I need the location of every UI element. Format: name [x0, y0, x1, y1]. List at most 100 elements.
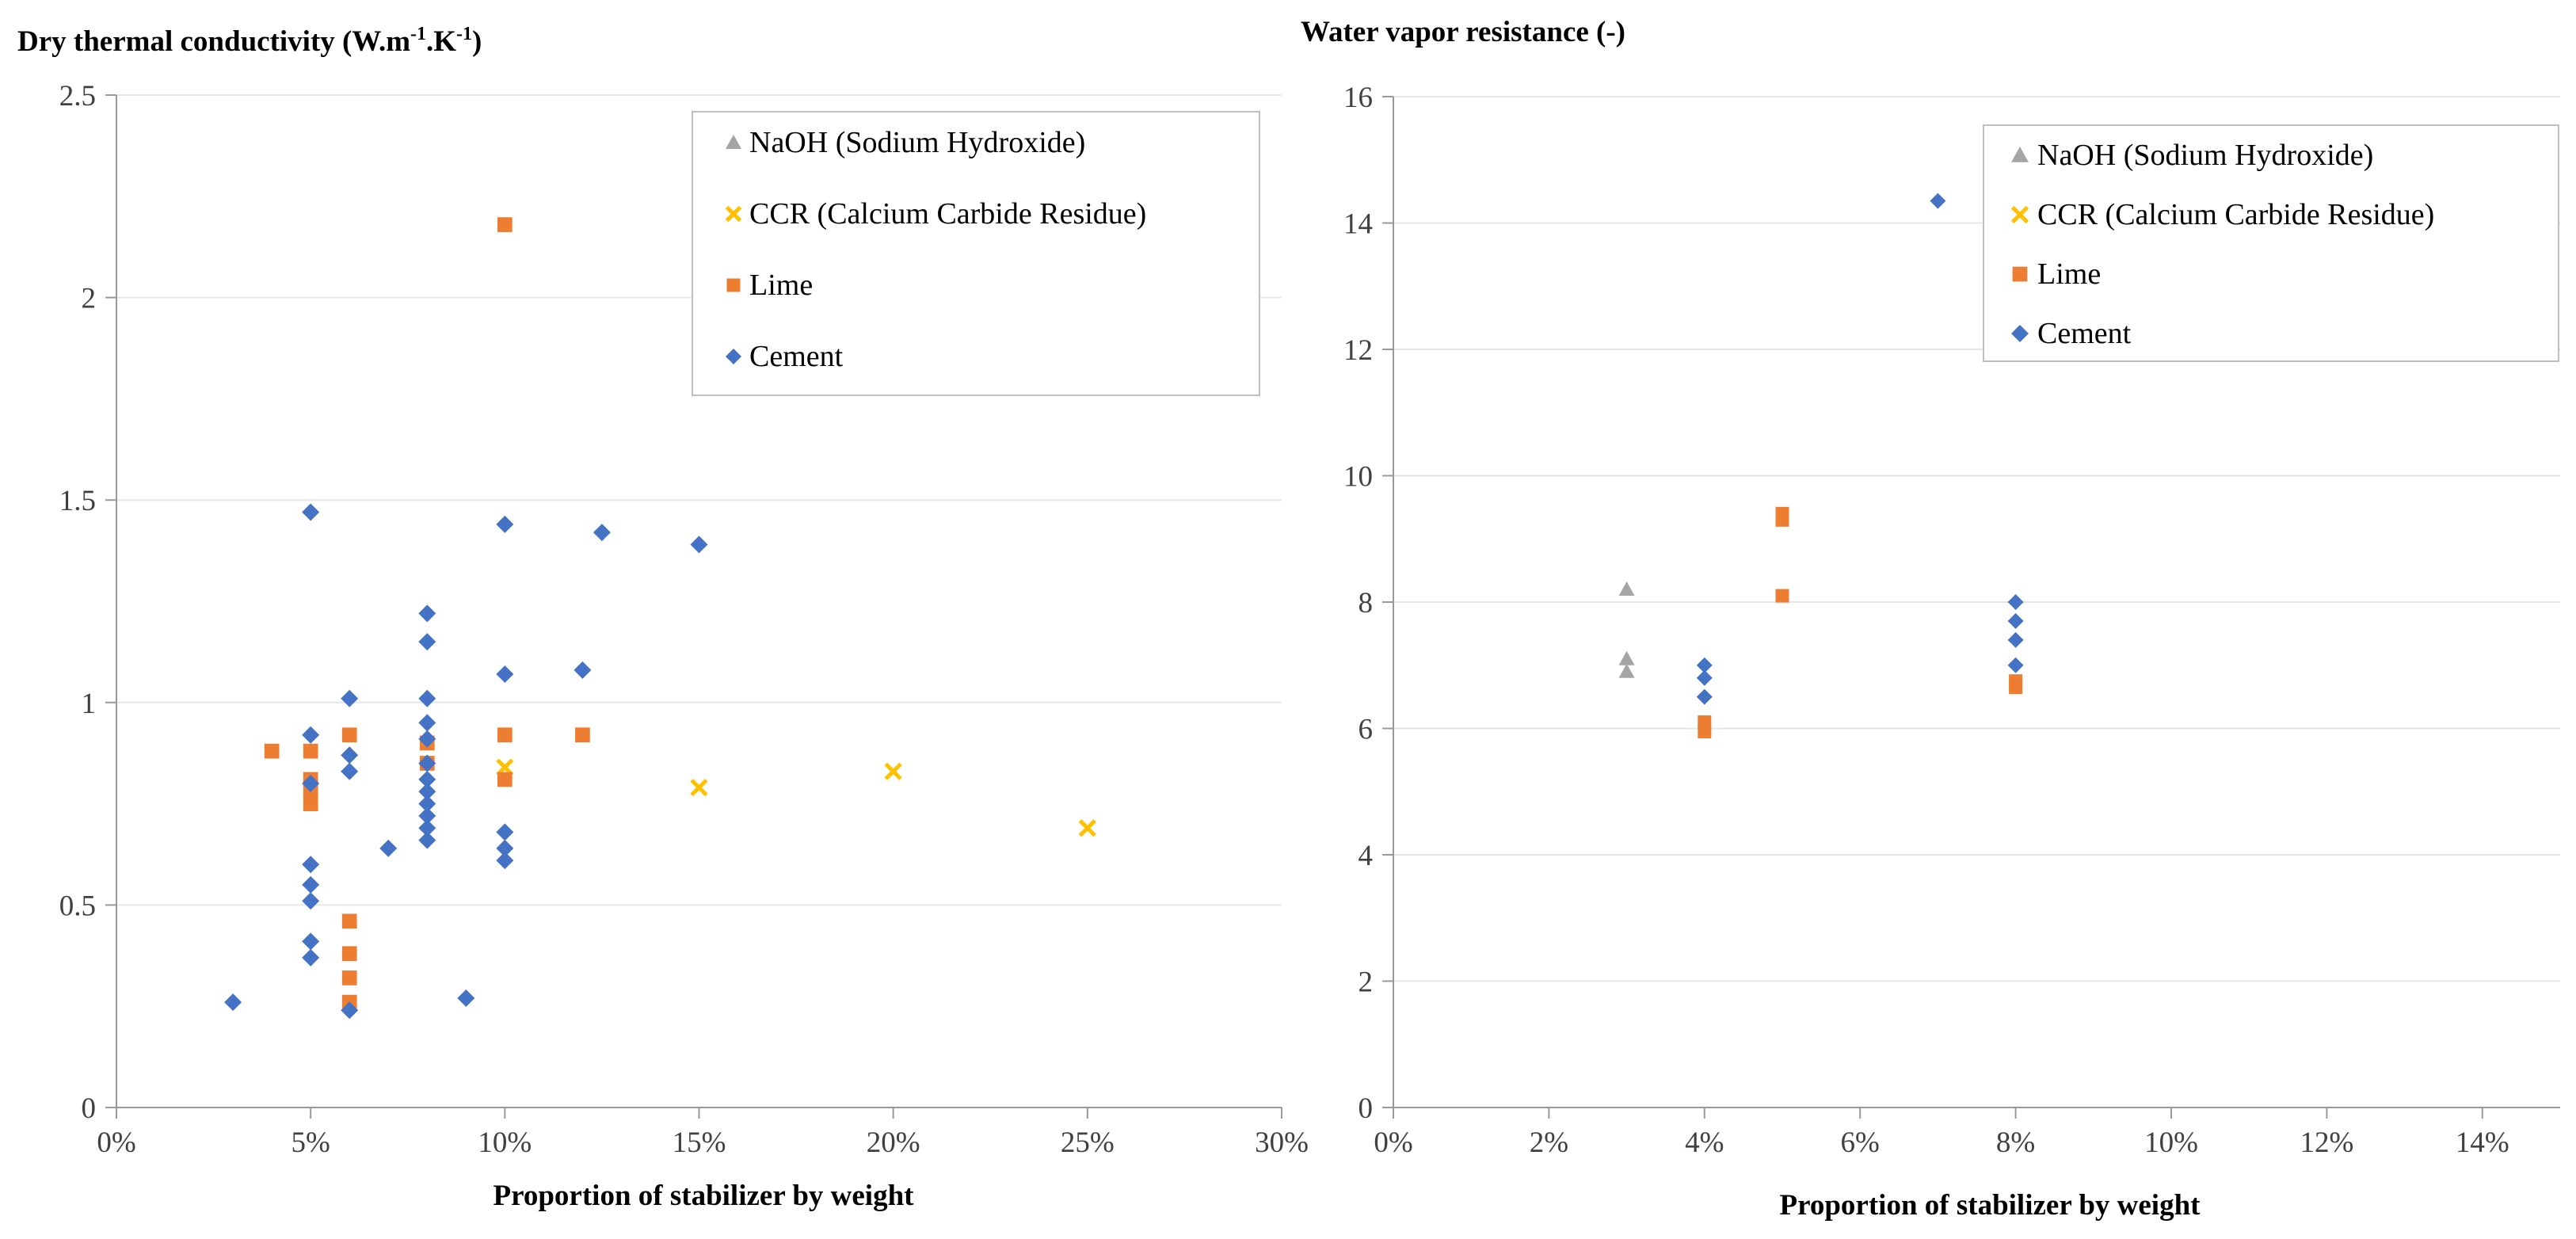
legend-naoh-label: NaOH (Sodium Hydroxide) [2037, 139, 2373, 172]
lime-point [497, 217, 513, 232]
lime-point [497, 772, 513, 787]
cement-point [593, 524, 611, 542]
y-axis-title: Water vapor resistance (-) [1301, 16, 1625, 48]
legend-ccr-label: CCR (Calcium Carbide Residue) [749, 197, 1146, 231]
y-tick-label: 14 [1343, 208, 1373, 241]
cement-point [418, 783, 436, 801]
y-tick-label: 2 [1358, 966, 1374, 999]
ccr-point [1078, 819, 1096, 837]
cement-point [341, 746, 359, 764]
x-axis-title: Proportion of stabilizer by weight [1780, 1189, 2201, 1222]
cement-point [496, 839, 514, 857]
cement-point [574, 661, 592, 679]
legend-naoh-label: NaOH (Sodium Hydroxide) [749, 126, 1085, 159]
cement-point [2007, 657, 2024, 673]
thermal-conductivity-chart: Dry thermal conductivity (W.m-1.K-1) 0 0.… [17, 24, 1309, 1212]
cement-point [418, 714, 436, 732]
x-tick-label: 5% [292, 1127, 330, 1159]
x-tick-label: 10% [478, 1127, 532, 1159]
cement-point [1696, 657, 1713, 673]
cement-point [302, 948, 320, 966]
y-axis-title: Dry thermal conductivity (W.m-1.K-1) [17, 24, 482, 58]
y-tick-label: 2.5 [59, 80, 96, 112]
axes [1382, 96, 2560, 1119]
cement-point [418, 689, 436, 707]
x-tick-label: 8% [1996, 1127, 2035, 1159]
y-tick-label: 1.5 [59, 485, 96, 517]
lime-point [341, 946, 357, 962]
legend-naoh-marker [726, 135, 741, 149]
cement-point [302, 503, 320, 521]
y-tick-label: 6 [1358, 714, 1374, 746]
cement-point [302, 856, 320, 874]
x-tick-label: 25% [1061, 1127, 1115, 1159]
cement-point [1930, 193, 1946, 209]
cement-point [224, 993, 242, 1012]
y-tick-label: 10 [1343, 461, 1373, 494]
legend-box [692, 111, 1260, 396]
legend-lime-marker [726, 278, 741, 292]
ccr-point [884, 762, 902, 780]
cement-point [302, 875, 320, 894]
naoh-point [1618, 650, 1635, 665]
lime-point [1698, 724, 1712, 738]
cement-point [418, 604, 436, 623]
naoh-point [1618, 581, 1635, 597]
x-tick-labels: 0% 2% 4% 6% 8% 10% 12% 14% [1374, 1127, 2509, 1159]
lime-point [264, 743, 280, 759]
cement-point [496, 823, 514, 841]
cement-point [418, 754, 436, 772]
x-tick-label: 20% [867, 1127, 920, 1159]
legend-box [1983, 124, 2559, 362]
legend-lime-label: Lime [2037, 257, 2101, 291]
cement-point [2007, 612, 2024, 629]
legend-cement-label: Cement [749, 340, 844, 373]
cement-point [2007, 631, 2024, 648]
cement-point [690, 536, 708, 554]
x-tick-label: 0% [1374, 1127, 1412, 1159]
x-tick-label: 14% [2456, 1127, 2509, 1159]
axes [105, 94, 1282, 1119]
x-tick-label: 15% [673, 1127, 726, 1159]
x-tick-label: 2% [1530, 1127, 1568, 1159]
y-tick-label: 4 [1358, 840, 1374, 872]
cement-point [341, 689, 359, 707]
legend-lime-label: Lime [749, 269, 813, 302]
cement-point [418, 831, 436, 849]
lime-point [303, 796, 318, 811]
y-tick-label: 16 [1343, 82, 1373, 114]
cement-point [2007, 594, 2024, 610]
cement-point [418, 730, 436, 748]
cement-point [496, 852, 514, 870]
x-tick-label: 30% [1255, 1127, 1309, 1159]
x-tick-label: 0% [97, 1127, 135, 1159]
legend-ccr-marker [2010, 205, 2029, 224]
cement-point [341, 1001, 359, 1020]
lime-point [497, 727, 513, 743]
y-tick-label: 0 [82, 1092, 97, 1125]
legend-ccr-label: CCR (Calcium Carbide Residue) [2037, 198, 2434, 231]
cement-point [418, 633, 436, 651]
y-tick-labels: 0 0.5 1 1.5 2 2.5 [59, 80, 96, 1125]
x-tick-label: 12% [2300, 1127, 2353, 1159]
cement-point [457, 989, 475, 1007]
cement-point [302, 892, 320, 910]
water-vapor-resistance-chart: Water vapor resistance (-) 0 2 4 6 8 10 12 14 16… [1301, 16, 2560, 1222]
data-points [1618, 193, 2024, 738]
legend-naoh-marker [2011, 147, 2029, 162]
legend-ccr-marker [725, 205, 742, 223]
x-tick-labels: 0% 5% 10% 15% 20% 25% 30% [97, 1127, 1309, 1159]
y-tick-label: 8 [1358, 587, 1374, 620]
cement-point [302, 932, 320, 951]
lime-point [1775, 513, 1789, 527]
gridlines [1393, 96, 2560, 982]
lime-point [1775, 589, 1789, 603]
legend: NaOH (Sodium Hydroxide) CCR (Calcium Carb… [1983, 124, 2559, 362]
x-tick-label: 6% [1841, 1127, 1880, 1159]
legend: NaOH (Sodium Hydroxide) CCR (Calcium Carb… [692, 111, 1260, 396]
legend-cement-label: Cement [2037, 317, 2132, 350]
y-tick-label: 0 [1358, 1092, 1374, 1125]
cement-point [302, 726, 320, 744]
y-tick-label: 2 [82, 283, 97, 315]
